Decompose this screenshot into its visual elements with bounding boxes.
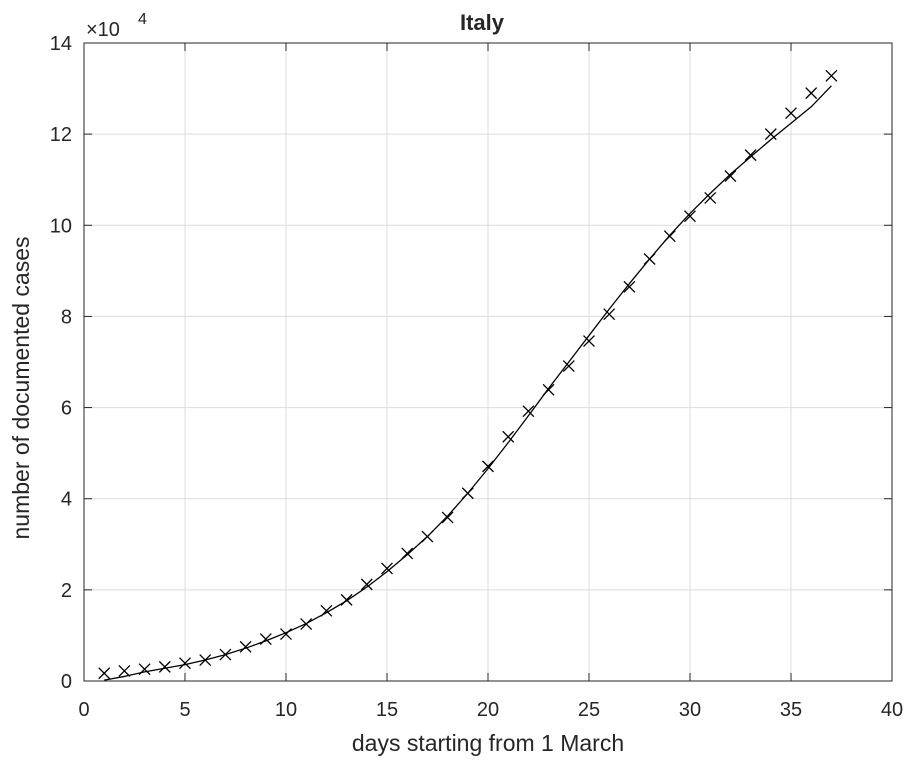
x-marker	[583, 335, 595, 347]
marker-stroke	[360, 578, 373, 591]
marker-stroke	[623, 280, 636, 293]
marker-stroke	[441, 511, 454, 524]
x-tick-label: 5	[179, 699, 190, 721]
x-tick-label: 10	[275, 699, 297, 721]
x-tick-label: 40	[881, 699, 903, 721]
x-marker	[704, 191, 717, 204]
x-marker	[482, 460, 494, 473]
x-marker	[744, 149, 757, 162]
y-scale-label: ×10	[86, 19, 120, 41]
marker-stroke	[603, 308, 616, 321]
x-marker	[360, 578, 373, 591]
x-marker	[764, 128, 777, 141]
y-tick-label: 0	[61, 671, 72, 693]
marker-stroke	[158, 660, 171, 673]
x-tick-label: 20	[477, 699, 499, 721]
marker-stroke	[98, 667, 111, 680]
fit-line	[104, 85, 832, 681]
marker-stroke	[704, 191, 717, 204]
x-marker	[562, 360, 575, 373]
y-tick-label: 6	[61, 398, 72, 420]
marker-stroke	[381, 562, 393, 575]
marker-stroke	[825, 69, 838, 82]
marker-stroke	[522, 405, 535, 418]
x-marker	[603, 308, 616, 321]
x-marker	[118, 665, 131, 677]
x-tick-label: 30	[679, 699, 701, 721]
x-marker	[239, 640, 252, 653]
marker-stroke	[239, 640, 252, 653]
marker-stroke	[562, 360, 575, 373]
y-tick-label: 12	[50, 124, 72, 146]
x-marker	[623, 280, 636, 293]
y-tick-label: 8	[61, 306, 72, 328]
x-marker	[684, 210, 696, 223]
y-tick-label: 2	[61, 580, 72, 602]
marker-stroke	[502, 430, 515, 443]
marker-stroke	[805, 87, 818, 100]
marker-stroke	[482, 460, 494, 473]
marker-stroke	[744, 149, 757, 162]
x-marker	[441, 511, 454, 524]
x-tick-label: 0	[78, 699, 89, 721]
x-marker	[785, 107, 797, 120]
x-marker	[158, 660, 171, 673]
plot-frame	[83, 42, 893, 682]
x-marker	[502, 430, 515, 443]
marker-stroke	[764, 128, 777, 141]
x-marker	[825, 69, 838, 82]
x-marker	[724, 170, 737, 183]
marker-stroke	[684, 210, 696, 223]
y-axis-label: number of documented cases	[8, 236, 34, 539]
x-tick-label: 35	[780, 699, 802, 721]
x-marker	[522, 405, 535, 418]
chart-title: Italy	[460, 10, 505, 35]
y-tick-label: 4	[61, 489, 72, 511]
x-marker	[805, 87, 818, 100]
y-tick-label: 10	[50, 215, 72, 237]
marker-stroke	[118, 665, 131, 677]
x-marker	[381, 562, 393, 575]
x-marker	[179, 657, 191, 670]
marker-stroke	[583, 335, 595, 347]
x-axis-label: days starting from 1 March	[352, 730, 624, 756]
marker-stroke	[724, 170, 737, 183]
x-marker	[98, 667, 111, 680]
y-scale-exponent: 4	[138, 11, 147, 28]
x-tick-label: 25	[578, 699, 600, 721]
marker-stroke	[179, 657, 191, 670]
x-tick-label: 15	[376, 699, 398, 721]
y-tick-label: 14	[50, 33, 72, 55]
marker-stroke	[785, 107, 797, 120]
